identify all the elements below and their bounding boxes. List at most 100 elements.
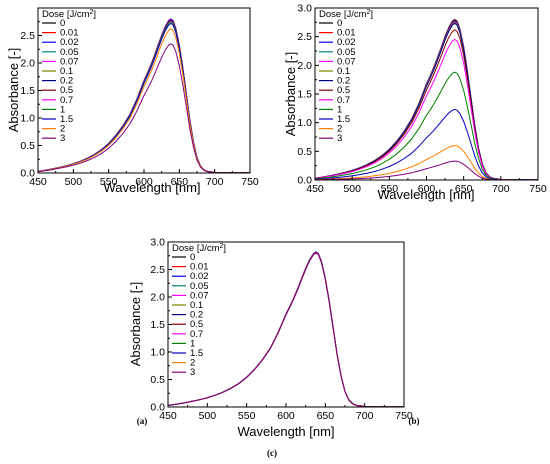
- series-line-0.7: [314, 38, 538, 181]
- panel-caption: (c): [267, 448, 277, 458]
- y-tick-label: 0.0: [20, 168, 35, 180]
- x-tick-label: 650: [455, 183, 473, 195]
- x-tick-label: 700: [356, 410, 374, 422]
- legend-label-2: 2: [337, 124, 342, 135]
- y-axis-label: Absorbance [-]: [6, 48, 21, 133]
- legend-label-1: 1: [60, 104, 65, 115]
- legend: Dose [J/cm2]00.010.020.050.070.10.20.50.…: [172, 243, 226, 378]
- x-tick-label: 600: [418, 183, 436, 195]
- y-tick-label: 2.0: [20, 58, 35, 70]
- legend-label-0: 0: [190, 252, 195, 263]
- legend-label-0.5: 0.5: [190, 319, 203, 330]
- legend: Dose [J/cm2]00.010.020.050.070.10.20.50.…: [319, 9, 373, 144]
- chart-panel-b: 450 500 550 600 650 700 750 0.0 0.5 1.0 1.5 2.0 2.5 3…: [283, 3, 547, 427]
- legend-label-0.02: 0.02: [190, 271, 209, 282]
- legend-label-1.5: 1.5: [60, 114, 73, 125]
- x-tick-label: 750: [241, 176, 259, 188]
- x-axis-label: Wavelength [nm]: [103, 180, 200, 195]
- x-tick-label: 750: [529, 183, 547, 195]
- legend-label-3: 3: [190, 367, 195, 378]
- legend-label-0.2: 0.2: [60, 76, 73, 87]
- legend-label-0.01: 0.01: [60, 28, 79, 39]
- legend-label-0.7: 0.7: [60, 95, 73, 106]
- x-tick-label: 700: [206, 176, 224, 188]
- y-tick-label: 3.0: [150, 237, 165, 249]
- series-line-3: [167, 252, 405, 408]
- legend-label-0: 0: [60, 18, 65, 29]
- legend-label-0.1: 0.1: [60, 66, 73, 77]
- x-tick-label: 550: [238, 410, 256, 422]
- x-tick-label: 650: [317, 410, 335, 422]
- panel-caption: (a): [137, 416, 148, 426]
- x-tick-label: 550: [100, 176, 118, 188]
- x-tick-label: 600: [135, 176, 153, 188]
- series-line-1: [314, 71, 538, 181]
- y-tick-label: 0.5: [150, 374, 165, 386]
- y-tick-label: 1.5: [150, 319, 165, 331]
- x-axis-label: Wavelength [nm]: [237, 424, 334, 439]
- y-tick-label: 1.0: [150, 347, 165, 359]
- y-axis-label: Absorbance [-]: [128, 282, 143, 367]
- y-tick-label: 3.0: [297, 3, 312, 15]
- legend-label-3: 3: [60, 133, 65, 144]
- legend-label-0.5: 0.5: [337, 85, 350, 96]
- chart-panel-c: 450 500 550 600 650 700 750 0.0 0.5 1.0 1.5 2.0 2.5 3…: [128, 237, 413, 459]
- y-tick-label: 0.0: [150, 402, 165, 414]
- series-line-2: [314, 145, 538, 181]
- legend-title: Dose [J/cm2]: [42, 9, 96, 20]
- legend-label-0.07: 0.07: [60, 56, 79, 67]
- legend-title: Dose [J/cm2]: [172, 243, 226, 254]
- legend-label-0.1: 0.1: [337, 66, 350, 77]
- x-tick-label: 650: [171, 176, 189, 188]
- y-tick-label: 2.5: [297, 31, 312, 43]
- x-tick-label: 500: [343, 183, 361, 195]
- y-tick-label: 0.5: [20, 140, 35, 152]
- y-tick-label: 2.0: [297, 60, 312, 72]
- legend-label-0.2: 0.2: [190, 310, 203, 321]
- x-tick-label: 750: [395, 410, 413, 422]
- series-line-1.5: [314, 108, 539, 181]
- legend-label-0.1: 0.1: [190, 300, 203, 311]
- legend-label-0.05: 0.05: [337, 47, 356, 58]
- y-tick-label: 0.5: [297, 146, 312, 158]
- legend-label-2: 2: [190, 358, 195, 369]
- legend-label-0: 0: [337, 18, 342, 29]
- x-tick-label: 450: [29, 176, 47, 188]
- legend-label-1: 1: [190, 338, 195, 349]
- y-tick-label: 2.5: [20, 30, 35, 42]
- x-tick-label: 550: [381, 183, 399, 195]
- x-tick-label: 500: [199, 410, 217, 422]
- y-tick-label: 1.0: [297, 117, 312, 129]
- series-line-3: [37, 43, 250, 174]
- chart-panel-a: 450 500 550 600 650 700 750 0.0 0.5 1.0 1.5 2.0 2.5 W…: [6, 7, 259, 426]
- legend-label-2: 2: [60, 124, 65, 135]
- x-tick-label: 450: [159, 410, 177, 422]
- legend-label-0.05: 0.05: [60, 47, 79, 58]
- legend-label-0.2: 0.2: [337, 76, 350, 87]
- x-tick-label: 450: [306, 183, 324, 195]
- legend-label-1.5: 1.5: [190, 348, 203, 359]
- x-tick-label: 700: [492, 183, 510, 195]
- legend-label-0.5: 0.5: [60, 85, 73, 96]
- y-tick-label: 1.5: [20, 85, 35, 97]
- legend-label-3: 3: [337, 133, 342, 144]
- x-axis-label: Wavelength [nm]: [377, 187, 474, 202]
- legend-label-0.07: 0.07: [190, 290, 209, 301]
- y-tick-label: 2.5: [150, 264, 165, 276]
- legend-label-1: 1: [337, 104, 342, 115]
- series-line-3: [314, 160, 538, 181]
- legend-label-0.02: 0.02: [60, 37, 79, 48]
- y-axis-label: Absorbance [-]: [283, 52, 298, 137]
- legend-label-0.02: 0.02: [337, 37, 356, 48]
- legend-title: Dose [J/cm2]: [319, 9, 373, 20]
- y-tick-label: 1.0: [20, 113, 35, 125]
- legend-label-0.01: 0.01: [190, 262, 209, 273]
- legend-label-0.05: 0.05: [190, 281, 209, 292]
- legend-label-0.07: 0.07: [337, 56, 356, 67]
- legend-label-1.5: 1.5: [337, 114, 350, 125]
- legend-label-0.01: 0.01: [337, 28, 356, 39]
- legend-label-0.7: 0.7: [337, 95, 350, 106]
- x-tick-label: 600: [277, 410, 295, 422]
- x-tick-label: 500: [65, 176, 83, 188]
